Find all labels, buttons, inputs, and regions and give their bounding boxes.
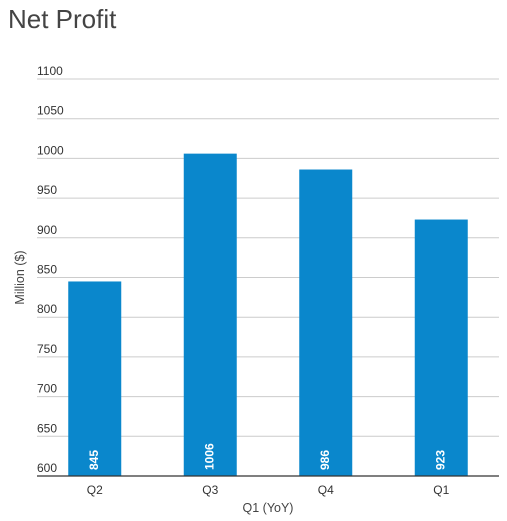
bar-data-label: 923 bbox=[433, 450, 447, 470]
y-axis-tick-labels: 600 650 700 750 800 850 900 950 1000 1050 1100 bbox=[37, 64, 64, 475]
y-tick-label: 700 bbox=[37, 382, 57, 396]
y-tick-label: 850 bbox=[37, 263, 57, 277]
y-tick-label: 750 bbox=[37, 342, 57, 356]
y-tick-label: 650 bbox=[37, 421, 57, 435]
x-tick-label: Q4 bbox=[318, 483, 334, 497]
bar bbox=[414, 219, 468, 476]
y-tick-label: 1000 bbox=[37, 143, 64, 157]
chart-title: Net Profit bbox=[8, 4, 117, 34]
bar-data-label: 1006 bbox=[202, 443, 216, 470]
y-axis-label: Million ($) bbox=[13, 250, 27, 304]
bar bbox=[183, 153, 237, 477]
x-axis-label: Q1 (YoY) bbox=[243, 501, 294, 515]
x-axis-tick-labels: Q2 Q3 Q4 Q1 bbox=[87, 483, 450, 497]
y-tick-label: 600 bbox=[37, 461, 57, 475]
y-tick-label: 950 bbox=[37, 183, 57, 197]
bar bbox=[68, 281, 122, 476]
bar-data-label: 986 bbox=[318, 450, 332, 470]
y-tick-label: 900 bbox=[37, 223, 57, 237]
bar-data-label: 845 bbox=[87, 450, 101, 470]
y-tick-label: 800 bbox=[37, 302, 57, 316]
bars bbox=[68, 153, 468, 477]
y-tick-label: 1050 bbox=[37, 104, 64, 118]
bar-data-labels: 845 1006 986 923 bbox=[87, 443, 448, 470]
y-tick-label: 1100 bbox=[37, 64, 63, 78]
x-tick-label: Q2 bbox=[87, 483, 103, 497]
bar bbox=[299, 169, 353, 477]
x-tick-label: Q3 bbox=[202, 483, 218, 497]
x-tick-label: Q1 bbox=[433, 483, 449, 497]
